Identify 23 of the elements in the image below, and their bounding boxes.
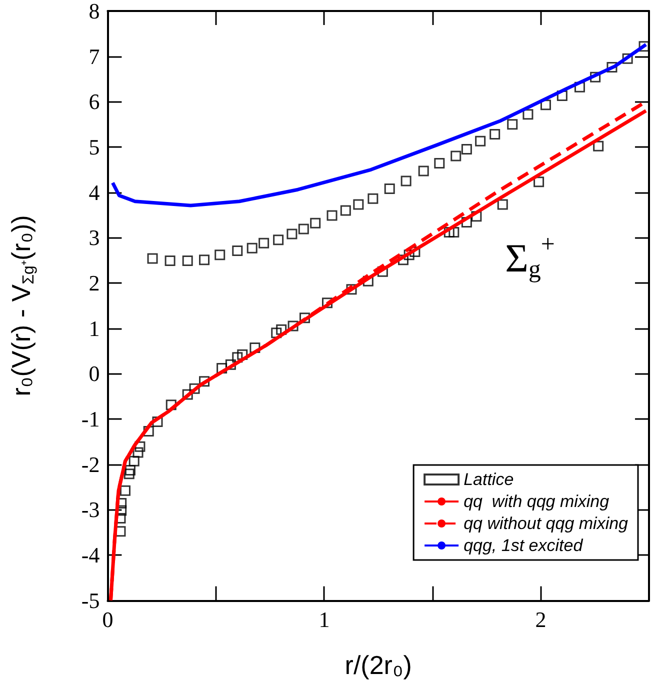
y-tick-label: 0 [88,361,100,386]
y-tick-label: -1 [81,406,100,432]
y-tick-label: 3 [88,225,100,250]
y-axis-title: r₀(V(r) - VΣg⁺(r₀)) [6,215,38,396]
y-tick-label: 2 [88,270,100,296]
y-tick-label: -3 [81,497,100,522]
x-axis-title: r/(2r₀) [344,650,412,680]
y-tick-label: -5 [81,588,100,613]
legend-label: qq with qqg mixing [464,492,610,511]
x-tick-label: 1 [318,606,330,632]
y-tick-label: 4 [88,180,100,205]
legend-label: Lattice [464,470,514,489]
legend-label: qqg, 1st excited [464,536,584,555]
y-tick-label: -4 [81,542,100,568]
y-tick-label: 6 [88,89,100,114]
y-tick-label: 5 [88,134,100,160]
y-tick-label: -2 [81,452,100,477]
y-tick-label: 1 [88,316,100,341]
legend-label: qq without qqg mixing [464,514,629,533]
y-tick-label: 7 [88,44,100,69]
y-tick-label: 8 [88,0,100,24]
x-tick-label: 2 [535,606,546,632]
line-series [110,42,648,208]
